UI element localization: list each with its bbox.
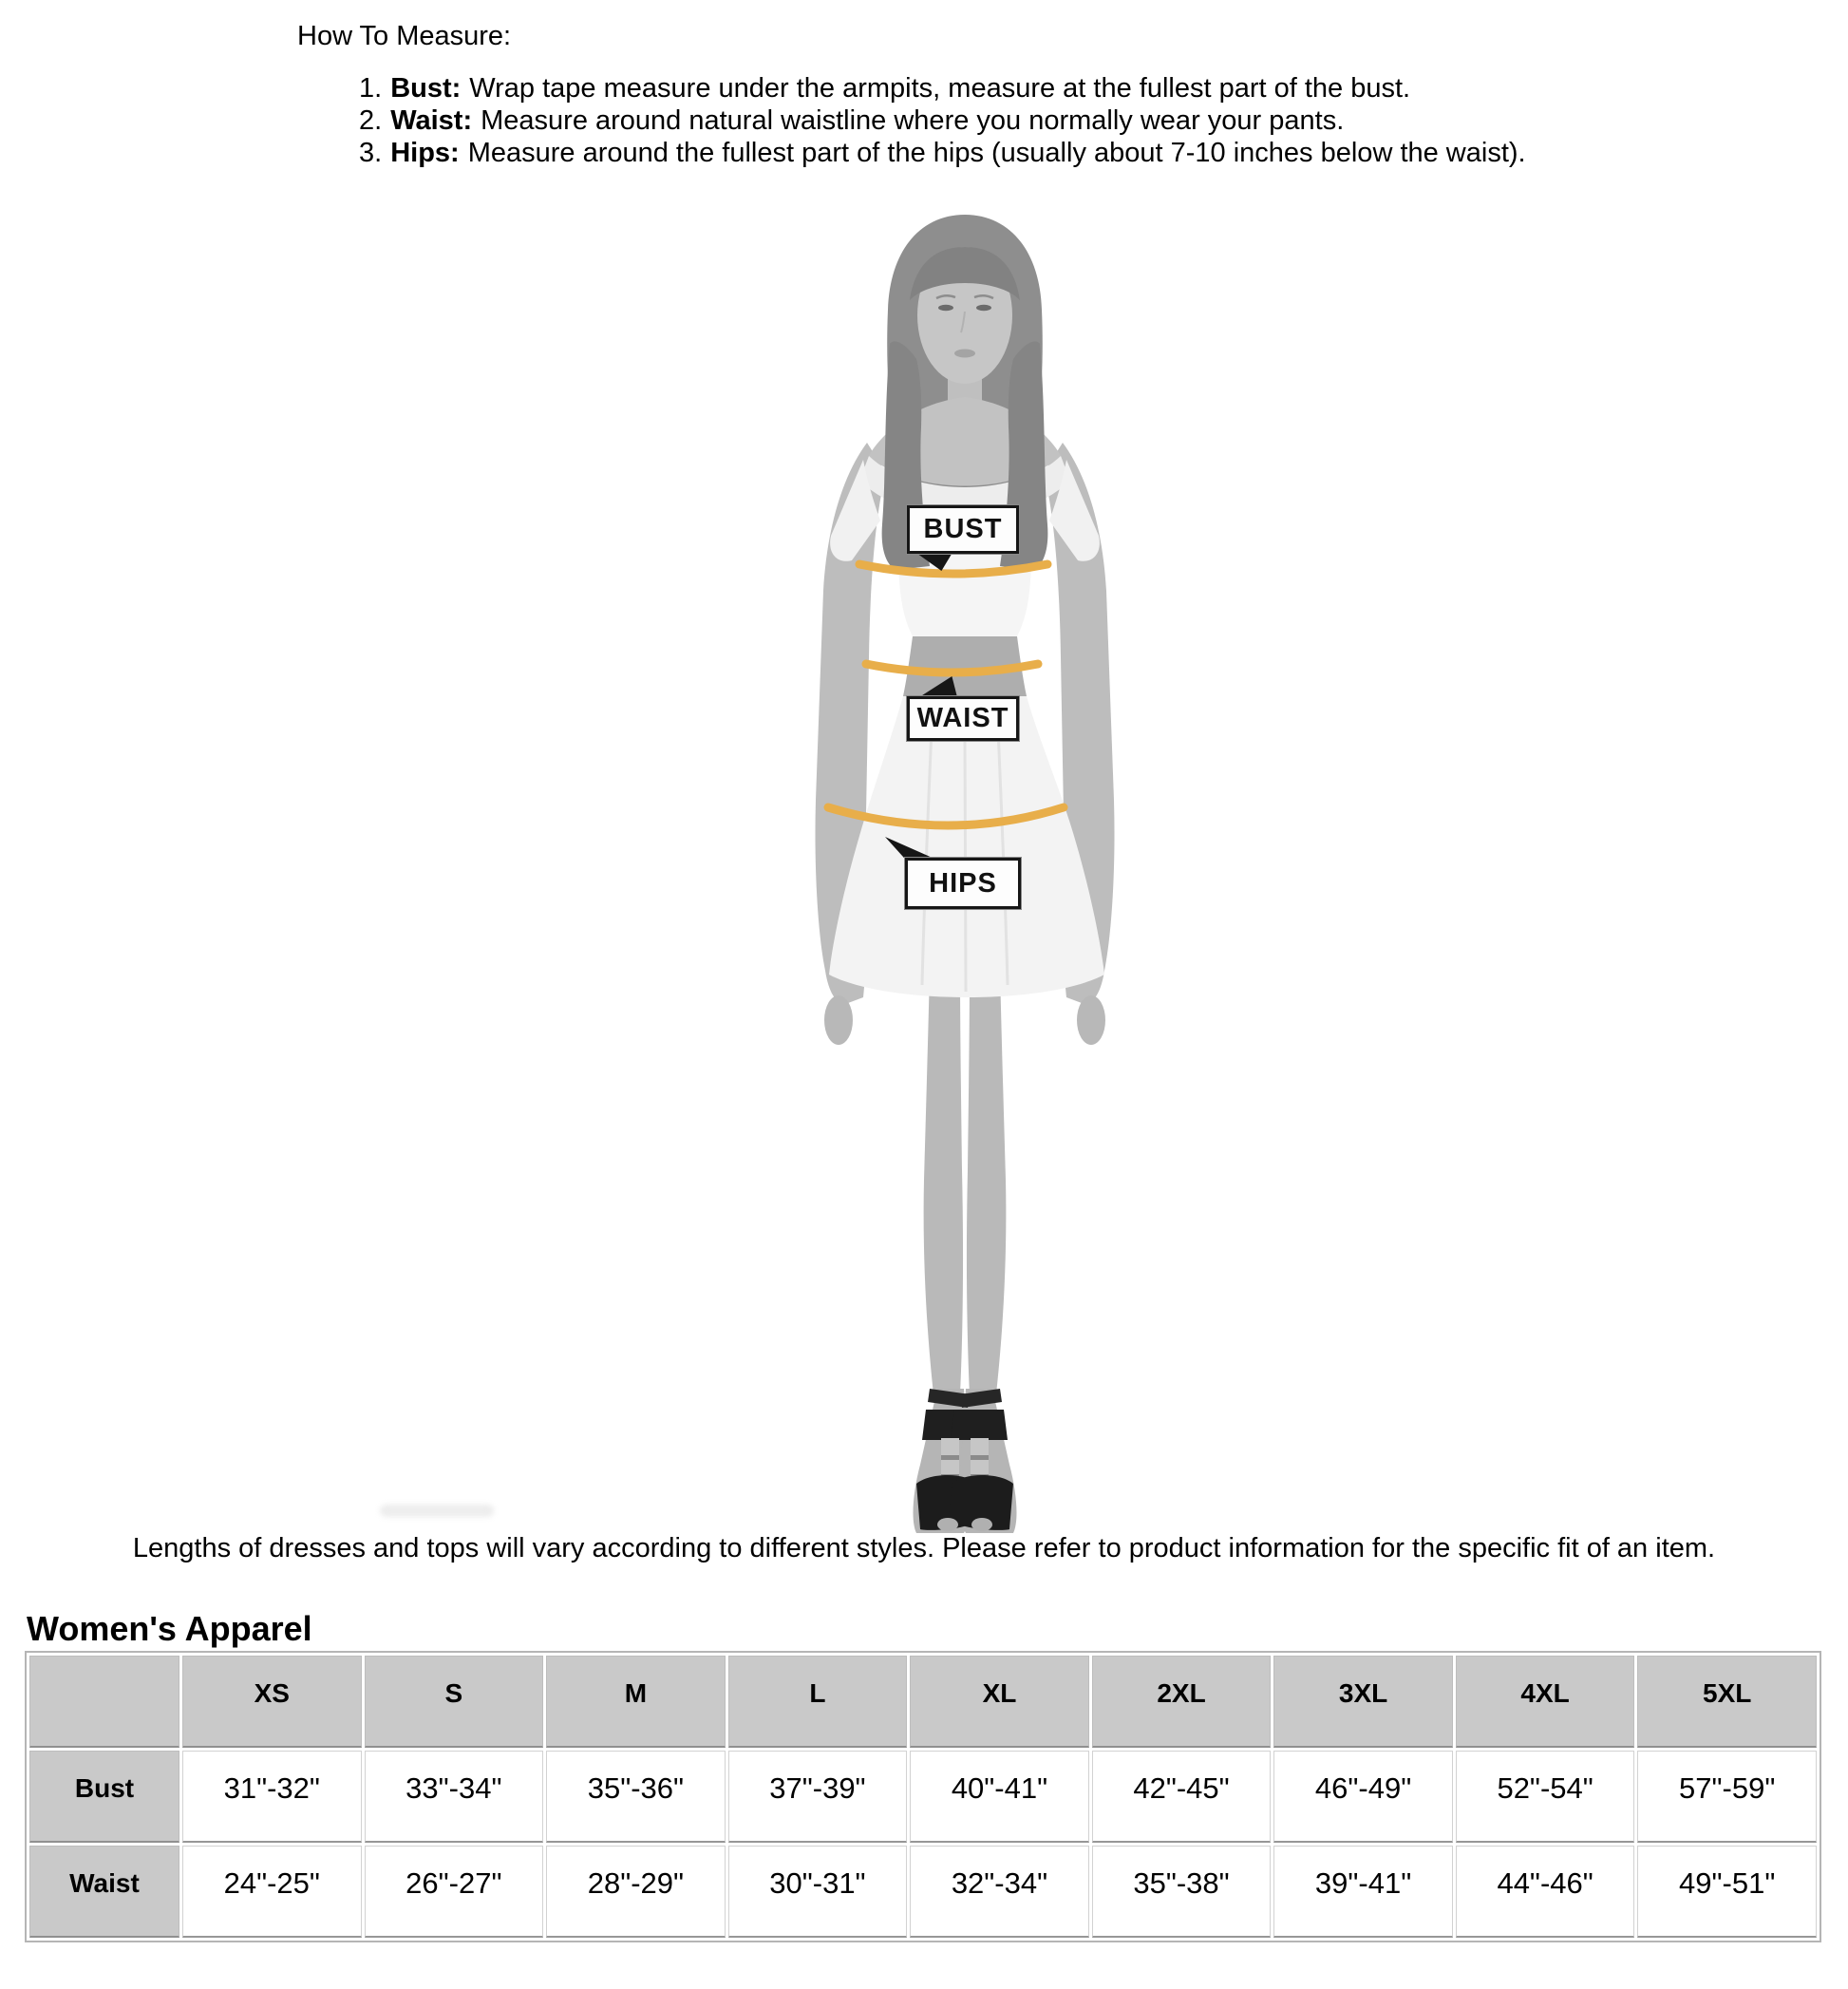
item-number: 3. — [359, 138, 383, 168]
model-photo-illustration — [815, 215, 1115, 1533]
col-header-5xl: 5XL — [1637, 1656, 1817, 1748]
bust-xl: 40"-41" — [910, 1751, 1089, 1843]
waist-label: WAIST — [907, 696, 1019, 741]
col-header-m: M — [546, 1656, 726, 1748]
waist-s: 26"-27" — [364, 1846, 544, 1938]
col-header-3xl: 3XL — [1273, 1656, 1453, 1748]
col-header-2xl: 2XL — [1091, 1656, 1272, 1748]
size-table-header-row: XS S M L XL 2XL 3XL 4XL 5XL — [29, 1656, 1817, 1748]
waist-row: Waist 24"-25" 26"-27" 28"-29" 30"-31" 32… — [29, 1846, 1817, 1938]
instruction-item-bust: 1. Bust: Wrap tape measure under the armp… — [359, 72, 1526, 104]
watermark-smudge — [380, 1505, 494, 1517]
waist-xl: 32"-34" — [910, 1846, 1089, 1938]
item-text: Wrap tape measure under the armpits, mea… — [469, 73, 1411, 104]
waist-2xl: 35"-38" — [1091, 1846, 1272, 1938]
waist-3xl: 39"-41" — [1273, 1846, 1453, 1938]
waist-5xl: 49"-51" — [1637, 1846, 1817, 1938]
hips-measure-line — [823, 803, 1068, 830]
bust-2xl: 42"-45" — [1091, 1751, 1272, 1843]
bust-s: 33"-34" — [364, 1751, 544, 1843]
size-chart: XS S M L XL 2XL 3XL 4XL 5XL Bust 31"-32"… — [25, 1651, 1821, 1942]
item-number: 1. — [359, 73, 383, 104]
size-table: XS S M L XL 2XL 3XL 4XL 5XL Bust 31"-32"… — [25, 1651, 1821, 1942]
waist-row-label: Waist — [29, 1846, 179, 1938]
bust-row-label: Bust — [29, 1751, 179, 1843]
corner-cell — [29, 1656, 179, 1748]
measurement-model-figure: BUST WAIST HIPS — [789, 211, 1141, 1537]
hips-label: HIPS — [905, 858, 1021, 909]
item-label: Hips: — [390, 138, 460, 168]
bust-label: BUST — [907, 505, 1019, 554]
bust-measure-line — [855, 559, 1052, 578]
bust-l: 37"-39" — [727, 1751, 908, 1843]
bust-m: 35"-36" — [546, 1751, 726, 1843]
col-header-4xl: 4XL — [1455, 1656, 1635, 1748]
item-text: Measure around the fullest part of the h… — [467, 138, 1526, 168]
bust-3xl: 46"-49" — [1273, 1751, 1453, 1843]
waist-4xl: 44"-46" — [1455, 1846, 1635, 1938]
col-header-s: S — [364, 1656, 544, 1748]
item-label: Waist: — [390, 105, 473, 136]
page-title: How To Measure: — [297, 21, 512, 51]
bust-row: Bust 31"-32" 33"-34" 35"-36" 37"-39" 40"… — [29, 1751, 1817, 1843]
bust-xs: 31"-32" — [182, 1751, 362, 1843]
item-label: Bust: — [390, 73, 462, 104]
measure-instruction-list: 1. Bust: Wrap tape measure under the armp… — [359, 72, 1526, 169]
item-number: 2. — [359, 105, 383, 136]
waist-measure-line — [861, 659, 1043, 677]
size-chart-heading: Women's Apparel — [27, 1609, 312, 1648]
col-header-l: L — [727, 1656, 908, 1748]
waist-m: 28"-29" — [546, 1846, 726, 1938]
fit-note: Lengths of dresses and tops will vary ac… — [132, 1533, 1716, 1563]
waist-l: 30"-31" — [727, 1846, 908, 1938]
bust-4xl: 52"-54" — [1455, 1751, 1635, 1843]
instruction-item-hips: 3. Hips: Measure around the fullest part … — [359, 137, 1526, 169]
col-header-xs: XS — [182, 1656, 362, 1748]
instruction-item-waist: 2. Waist: Measure around natural waistlin… — [359, 104, 1526, 137]
waist-xs: 24"-25" — [182, 1846, 362, 1938]
col-header-xl: XL — [910, 1656, 1089, 1748]
item-text: Measure around natural waistline where y… — [481, 105, 1345, 136]
bust-5xl: 57"-59" — [1637, 1751, 1817, 1843]
